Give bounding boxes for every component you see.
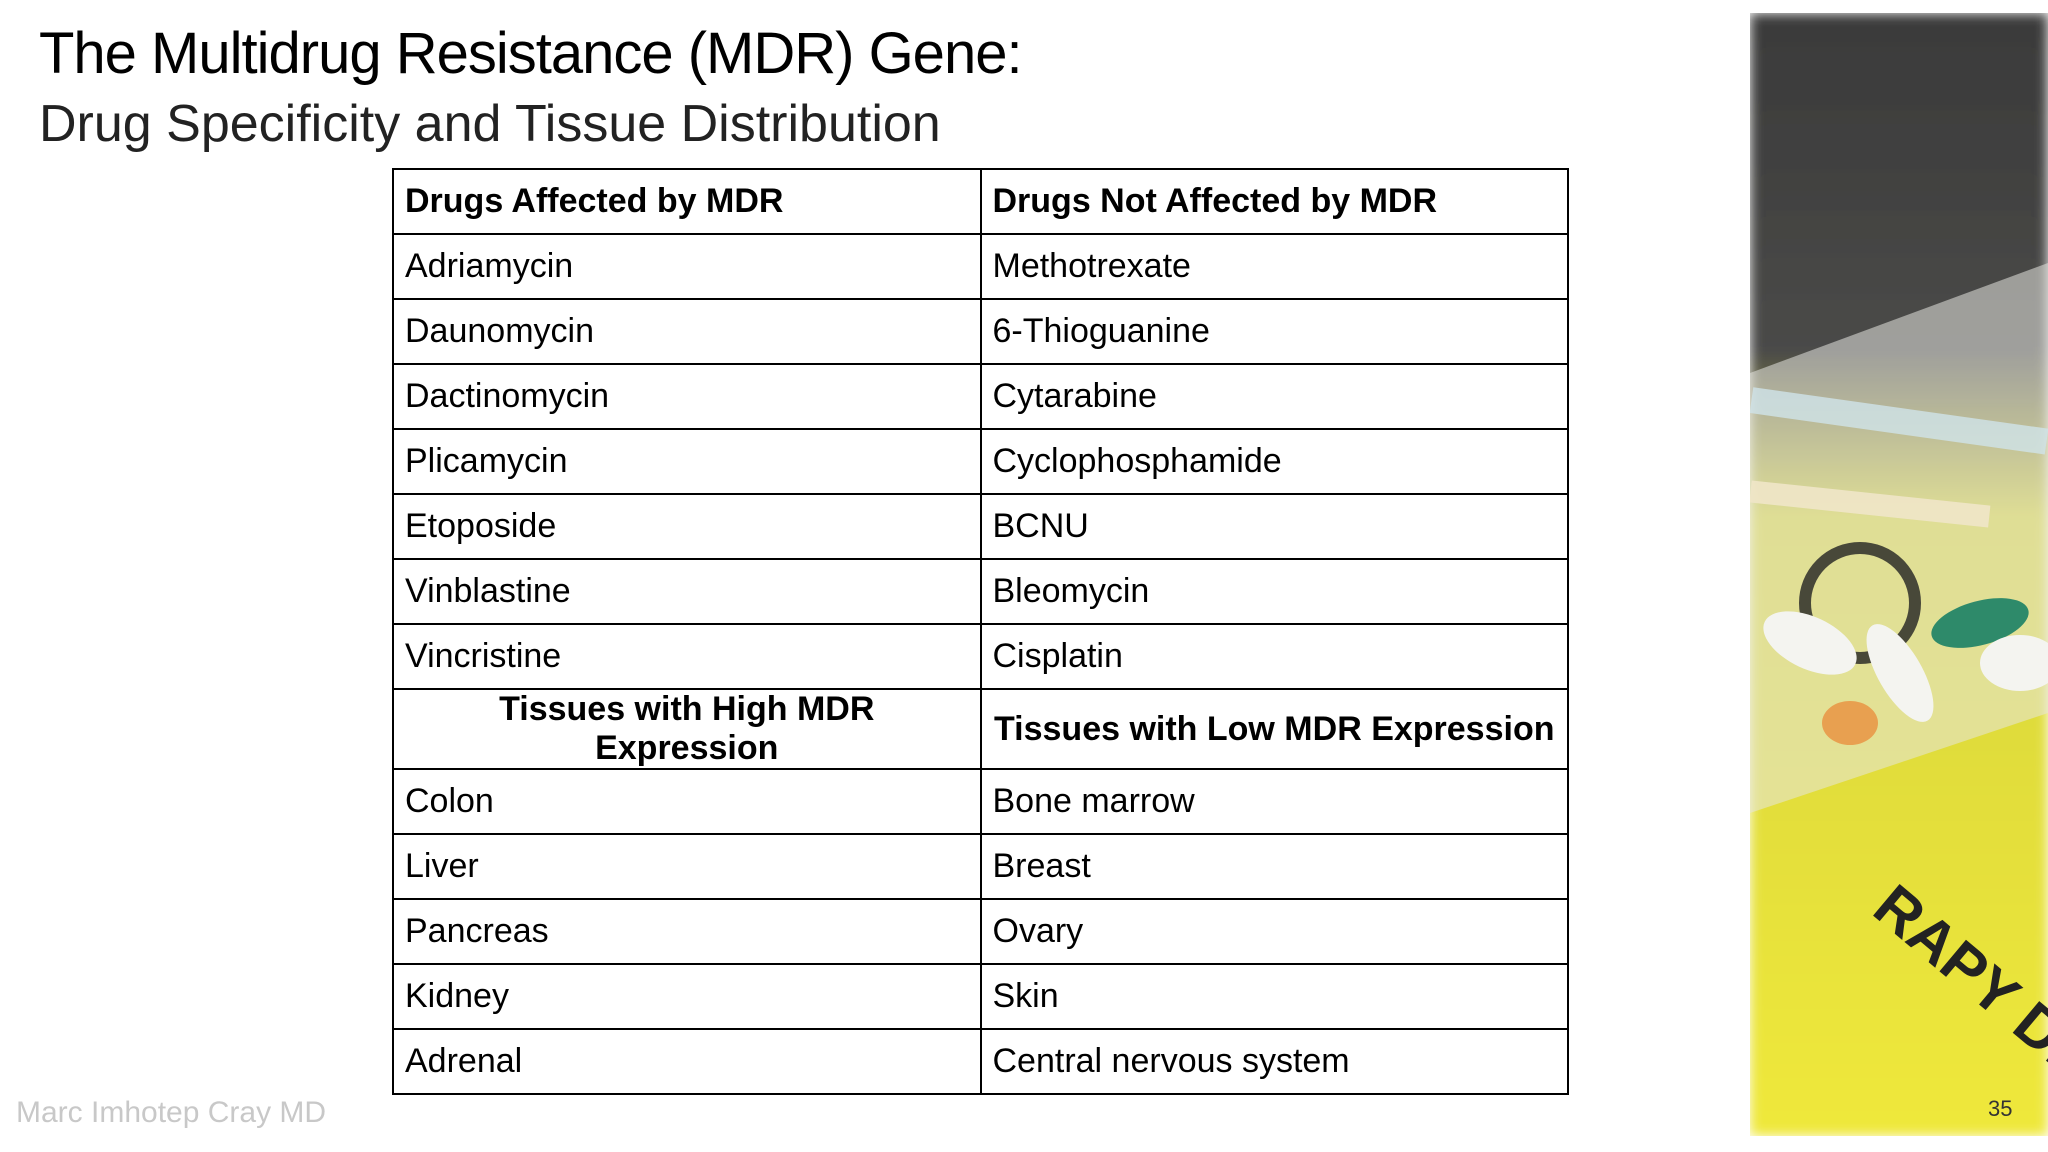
table-cell: Etoposide [392, 493, 982, 560]
table-cell: Bleomycin [979, 558, 1569, 625]
table-cell: Cisplatin [979, 623, 1569, 690]
table-cell: Vinblastine [392, 558, 982, 625]
table-row: Adrenal Central nervous system [392, 1028, 1569, 1095]
table-row: Vincristine Cisplatin [392, 623, 1569, 690]
table-row: Liver Breast [392, 833, 1569, 900]
table-cell: Adriamycin [392, 233, 982, 300]
table-cell: Cytarabine [979, 363, 1569, 430]
table-cell: Tissues with Low MDR Expression [979, 688, 1569, 770]
table-cell: Breast [979, 833, 1569, 900]
table-cell: Drugs Not Affected by MDR [979, 168, 1569, 235]
table-cell: Methotrexate [979, 233, 1569, 300]
table-cell: Adrenal [392, 1028, 982, 1095]
table-cell: Central nervous system [979, 1028, 1569, 1095]
table-cell: Plicamycin [392, 428, 982, 495]
table-row: Daunomycin 6-Thioguanine [392, 298, 1569, 365]
table-row: Tissues with High MDR Expression Tissues … [392, 688, 1569, 770]
table-row: Kidney Skin [392, 963, 1569, 1030]
table-cell: Bone marrow [979, 768, 1569, 835]
title: The Multidrug Resistance (MDR) Gene: [39, 21, 1023, 86]
table-cell: Dactinomycin [392, 363, 982, 430]
side-photo: RAPY DRUG [1750, 13, 2048, 1136]
table-cell: Liver [392, 833, 982, 900]
subtitle: Drug Specificity and Tissue Distribution [39, 95, 941, 153]
table-row: Drugs Affected by MDR Drugs Not Affected … [392, 168, 1569, 235]
table-cell: Daunomycin [392, 298, 982, 365]
table-cell: Kidney [392, 963, 982, 1030]
table-cell: Vincristine [392, 623, 982, 690]
mdr-table: Drugs Affected by MDR Drugs Not Affected … [392, 168, 1569, 1095]
author: Marc Imhotep Cray MD [16, 1096, 327, 1129]
table-row: Etoposide BCNU [392, 493, 1569, 560]
page-number: 35 [1988, 1096, 2013, 1121]
table-cell: Colon [392, 768, 982, 835]
table-row: Pancreas Ovary [392, 898, 1569, 965]
table-cell: Pancreas [392, 898, 982, 965]
table-row: Adriamycin Methotrexate [392, 233, 1569, 300]
table-cell: Cyclophosphamide [979, 428, 1569, 495]
table-cell: Drugs Affected by MDR [392, 168, 982, 235]
table-row: Colon Bone marrow [392, 768, 1569, 835]
table-cell: BCNU [979, 493, 1569, 560]
table-row: Dactinomycin Cytarabine [392, 363, 1569, 430]
table-cell: 6-Thioguanine [979, 298, 1569, 365]
table-cell: Tissues with High MDR Expression [392, 688, 982, 770]
table-row: Vinblastine Bleomycin [392, 558, 1569, 625]
table-cell: Ovary [979, 898, 1569, 965]
table-row: Plicamycin Cyclophosphamide [392, 428, 1569, 495]
table-cell: Skin [979, 963, 1569, 1030]
